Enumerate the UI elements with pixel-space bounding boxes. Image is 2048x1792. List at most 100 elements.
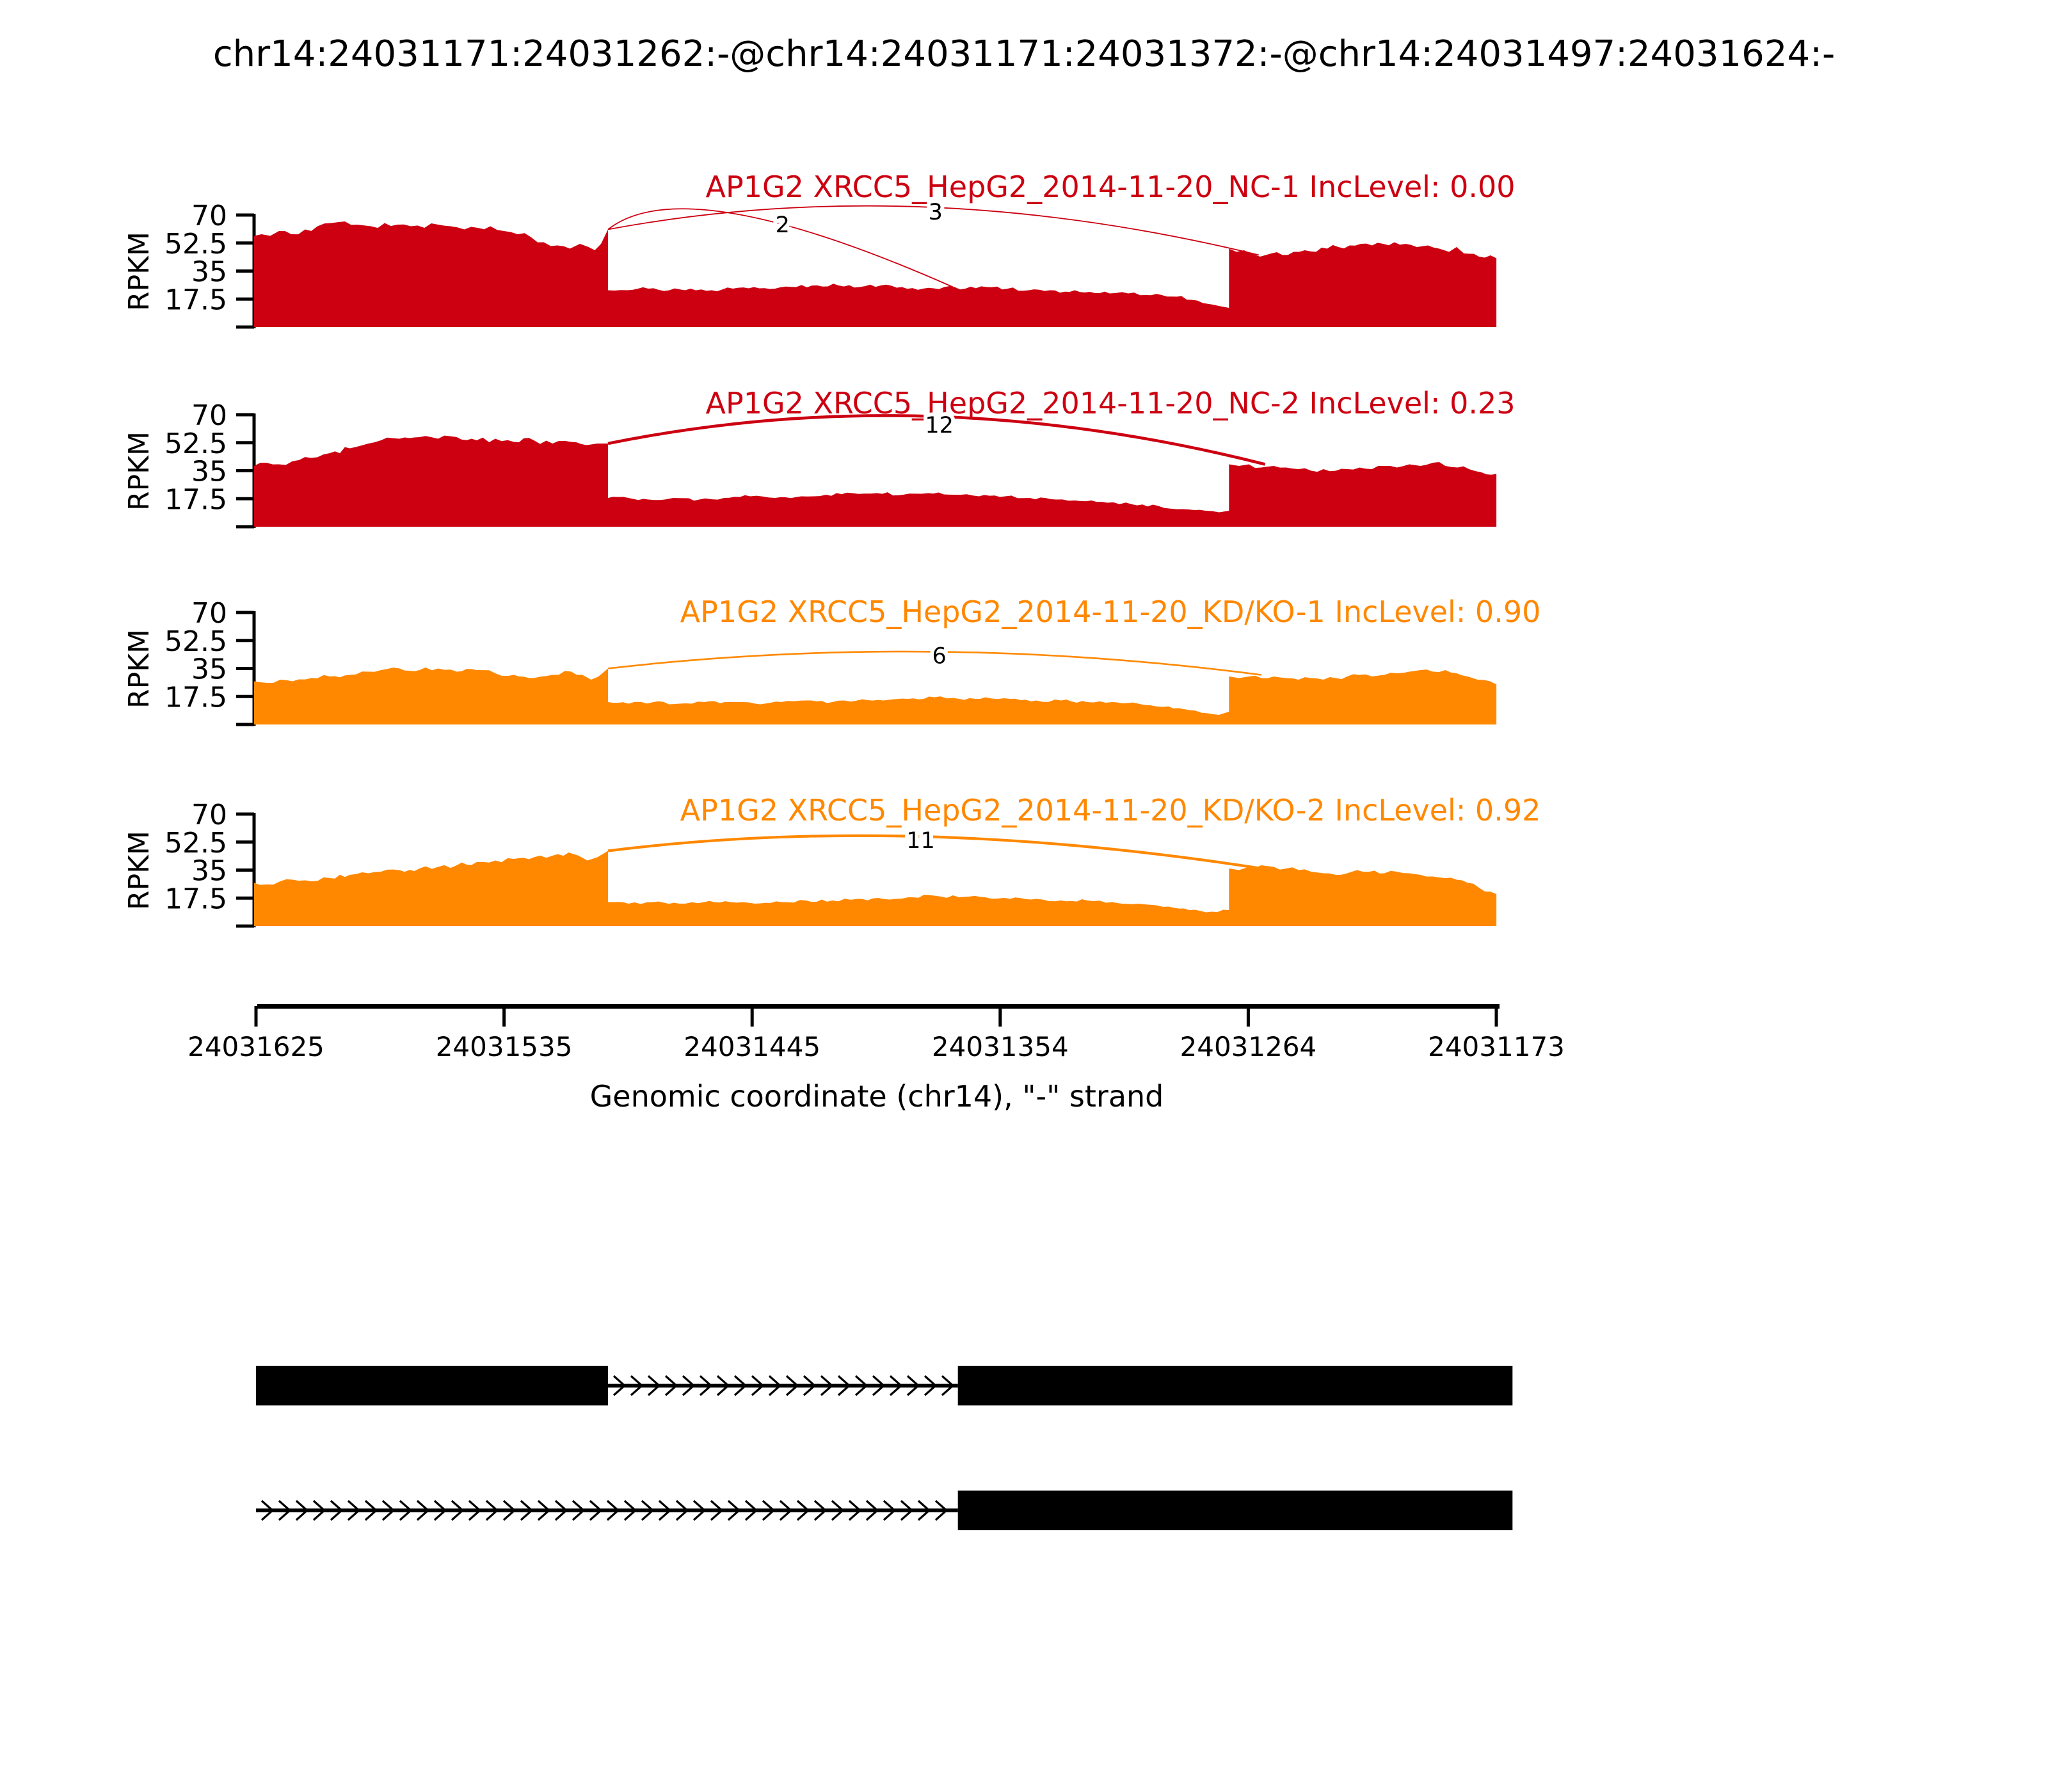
strand-chevron-icon [699,1375,713,1396]
strand-chevron-icon [347,1500,361,1521]
strand-chevron-icon [727,1500,741,1521]
strand-chevron-icon [934,1500,948,1521]
strand-chevron-icon [917,1500,931,1521]
strand-chevron-icon [312,1500,326,1521]
x-tick-label: 24031625 [188,1031,324,1062]
y-tick-label: 17.5 [164,883,227,915]
strand-chevron-icon [785,1375,799,1396]
strand-chevron-icon [399,1500,413,1521]
strand-chevron-icon [468,1500,482,1521]
y-tick-label: 52.5 [164,228,227,260]
strand-chevron-icon [831,1500,845,1521]
y-tick-label: 17.5 [164,284,227,316]
plot-title: chr14:24031171:24031262:-@chr14:24031171… [212,33,1836,75]
strand-chevron-icon [451,1500,465,1521]
x-tick-label: 24031173 [1428,1031,1565,1062]
junction-arc [607,834,1262,870]
strand-chevron-icon [768,1375,782,1396]
x-tick-label: 24031354 [932,1031,1069,1062]
strand-chevron-icon [502,1500,516,1521]
y-tick-label: 35 [191,653,227,686]
strand-chevron-icon [623,1500,637,1521]
y-tick-label: 70 [191,799,227,831]
strand-chevron-icon [612,1375,627,1396]
track-title-nc2: AP1G2 XRCC5_HepG2_2014-11-20_NC-2 IncLev… [705,386,1516,420]
strand-chevron-icon [900,1500,914,1521]
y-tick-label: 52.5 [164,428,227,460]
junction-count-label: 2 [776,212,790,238]
strand-chevron-icon [433,1500,447,1521]
y-tick-label: 17.5 [164,681,227,714]
strand-chevron-icon [692,1500,707,1521]
strand-chevron-icon [848,1500,862,1521]
strand-chevron-icon [330,1500,344,1521]
strand-chevron-icon [813,1500,828,1521]
exon-box [957,1366,1513,1405]
strand-chevron-icon [682,1375,696,1396]
y-tick-label: 35 [191,256,227,289]
y-tick-label: 52.5 [164,827,227,860]
strand-chevron-icon [889,1375,903,1396]
x-axis-line [257,1004,1500,1009]
strand-chevron-icon [675,1500,689,1521]
strand-chevron-icon [641,1500,655,1521]
strand-chevron-icon [865,1500,879,1521]
coverage-area [254,435,1497,527]
strand-chevron-icon [572,1500,586,1521]
junction-arc [607,650,1261,676]
strand-chevron-icon [744,1500,758,1521]
strand-chevron-icon [416,1500,430,1521]
coverage-area [254,667,1497,724]
strand-chevron-icon [796,1500,810,1521]
x-tick-label: 24031445 [684,1031,820,1062]
strand-chevron-icon [658,1500,672,1521]
strand-chevron-icon [883,1500,897,1521]
strand-chevron-icon [485,1500,499,1521]
junction-count-label: 11 [906,828,935,854]
y-tick-label: 52.5 [164,625,227,658]
coverage-area [254,851,1497,926]
strand-chevron-icon [779,1500,793,1521]
strand-chevron-icon [710,1500,724,1521]
strand-chevron-icon [364,1500,378,1521]
track-title-nc1: AP1G2 XRCC5_HepG2_2014-11-20_NC-1 IncLev… [705,170,1516,204]
strand-chevron-icon [751,1375,765,1396]
track-title-kdko1: AP1G2 XRCC5_HepG2_2014-11-20_KD/KO-1 Inc… [680,595,1541,629]
track-title-kdko2: AP1G2 XRCC5_HepG2_2014-11-20_KD/KO-2 Inc… [680,793,1541,828]
y-tick-label: 35 [191,456,227,488]
x-axis-title: Genomic coordinate (chr14), "-" strand [589,1079,1164,1114]
strand-chevron-icon [906,1375,920,1396]
strand-chevron-icon [854,1375,868,1396]
y-tick-label: 17.5 [164,483,227,516]
strand-chevron-icon [520,1500,534,1521]
strand-chevron-icon [837,1375,851,1396]
y-tick-label: 70 [191,399,227,432]
x-tick-label: 24031535 [436,1031,573,1062]
strand-chevron-icon [554,1500,568,1521]
junction-arc [607,414,1266,466]
strand-chevron-icon [295,1500,309,1521]
strand-chevron-icon [872,1375,886,1396]
y-tick-label: 70 [191,200,227,232]
strand-chevron-icon [589,1500,603,1521]
strand-chevron-icon [941,1375,955,1396]
junction-arc [607,205,1260,256]
strand-chevron-icon [762,1500,776,1521]
strand-chevron-icon [664,1375,678,1396]
strand-chevron-icon [924,1375,938,1396]
strand-chevron-icon [278,1500,292,1521]
exon-box [255,1366,608,1405]
junction-arc [607,208,954,288]
strand-chevron-icon [647,1375,661,1396]
junction-count-label: 6 [932,643,946,669]
x-tick-label: 24031264 [1180,1031,1317,1062]
strand-chevron-icon [820,1375,834,1396]
y-tick-label: 35 [191,855,227,888]
y-tick-label: 70 [191,597,227,630]
strand-chevron-icon [537,1500,551,1521]
junction-count-label: 3 [929,200,943,225]
strand-chevron-icon [630,1375,644,1396]
strand-chevron-icon [716,1375,730,1396]
